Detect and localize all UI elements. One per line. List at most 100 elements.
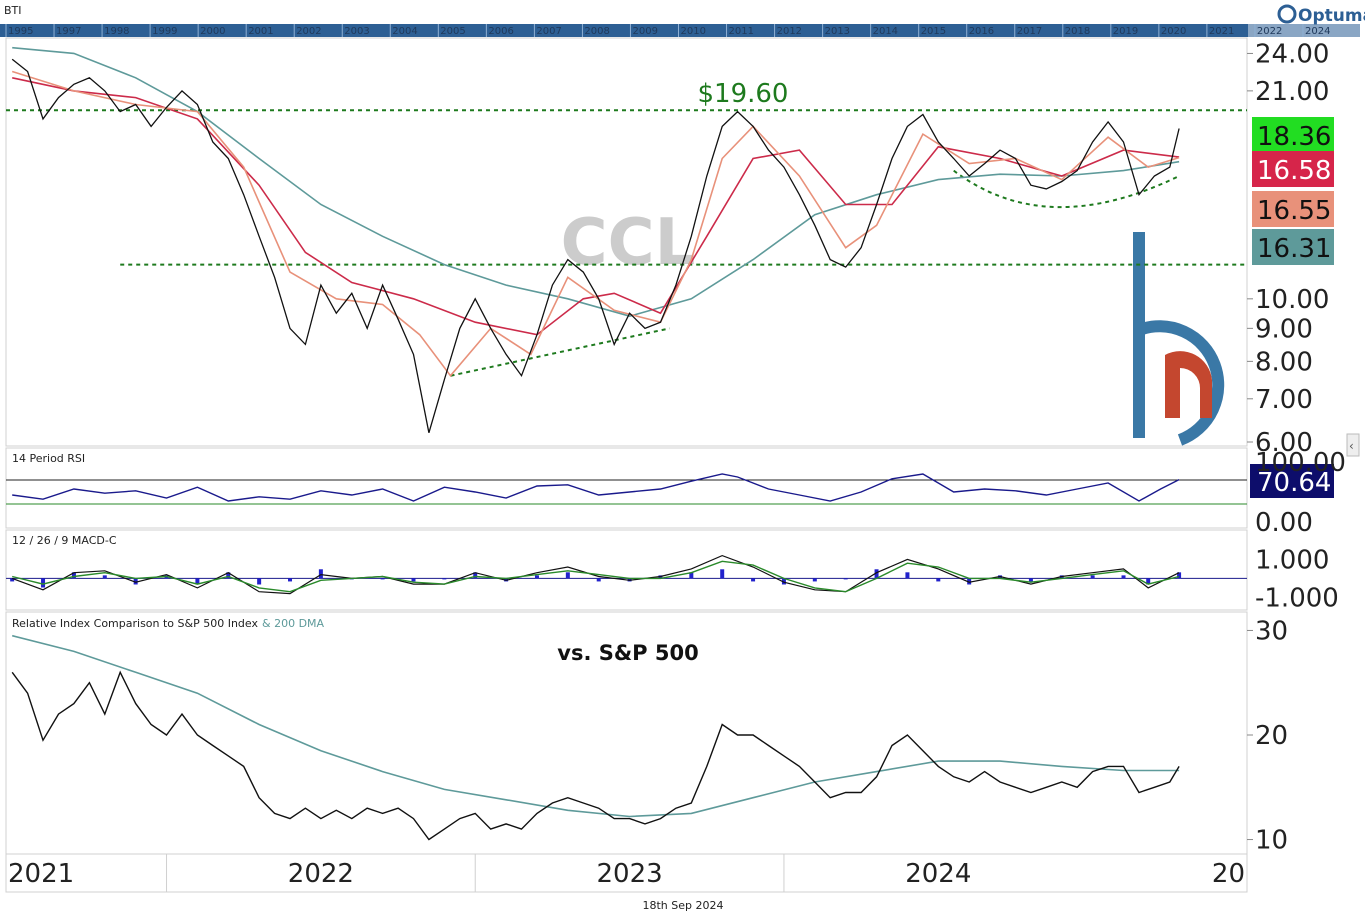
overview-year-label: 1995 bbox=[8, 26, 33, 37]
macd-title: 12 / 26 / 9 MACD-C bbox=[12, 534, 117, 547]
overview-year-label: 2020 bbox=[1161, 26, 1186, 37]
rsi-panel: 70.64 bbox=[6, 464, 1334, 505]
brand-name: Optuma bbox=[1298, 6, 1365, 26]
last-value-label: 18.36 bbox=[1257, 122, 1331, 152]
rsi-y-tick: 0.00 bbox=[1255, 508, 1313, 538]
overview-year-label: 1999 bbox=[152, 26, 177, 37]
macd-histogram-bar bbox=[689, 572, 694, 579]
last-value-label: 16.58 bbox=[1257, 156, 1331, 186]
relative-y-tick: 20 bbox=[1255, 721, 1288, 751]
macd-histogram-bar bbox=[781, 578, 786, 585]
macd-histogram-bar bbox=[967, 578, 972, 585]
overview-navigator-bar[interactable] bbox=[0, 24, 1248, 37]
macd-histogram-bar bbox=[1146, 578, 1151, 585]
publisher-logo-icon bbox=[1133, 232, 1225, 446]
macd-histogram-bar bbox=[1177, 572, 1182, 579]
overview-year-label: 2010 bbox=[681, 26, 706, 37]
macd-histogram-bar bbox=[751, 578, 756, 582]
macd-histogram-bar bbox=[257, 578, 262, 585]
macd-y-tick: 1.000 bbox=[1255, 545, 1329, 575]
panel-frames bbox=[5, 37, 1248, 893]
overview-year-label: 2022 bbox=[1257, 26, 1282, 37]
x-axis-year-label: 2023 bbox=[597, 859, 663, 889]
macd-histogram-bar bbox=[1090, 575, 1095, 579]
optuma-logo-icon bbox=[1277, 4, 1297, 24]
last-value-tag bbox=[1252, 229, 1334, 265]
macd-histogram-bar bbox=[195, 578, 200, 585]
macd-histogram-bar bbox=[133, 578, 138, 585]
macd-histogram-bar bbox=[10, 578, 15, 582]
overview-year-labels: 1995 1997 1998 1999 2000 2001 2002 2003 2004 2005… bbox=[5, 24, 1330, 37]
macd-histogram-bar bbox=[565, 572, 570, 579]
price-y-tick: 10.00 bbox=[1255, 285, 1329, 315]
price-y-tick: 24.00 bbox=[1255, 39, 1329, 69]
macd-histogram-bar bbox=[874, 569, 879, 579]
overview-year-label: 2017 bbox=[1017, 26, 1042, 37]
overview-year-label: 2016 bbox=[969, 26, 994, 37]
x-axis-year-label: 2022 bbox=[288, 859, 354, 889]
macd-histogram-bar bbox=[843, 578, 848, 580]
overview-year-label: 2000 bbox=[200, 26, 225, 37]
chevron-left-icon: ‹ bbox=[1349, 439, 1354, 453]
rsi-y-tick: 100.00 bbox=[1255, 448, 1346, 478]
price-y-tick: 9.00 bbox=[1255, 314, 1313, 344]
relative-panel bbox=[11, 634, 1180, 841]
overview-year-label: 2015 bbox=[921, 26, 946, 37]
overview-year-label: 2007 bbox=[536, 26, 561, 37]
rsi-last-value-label: 70.64 bbox=[1257, 468, 1331, 498]
price-series-ma-slow bbox=[12, 46, 1180, 318]
price-panel-frame bbox=[5, 37, 1248, 447]
macd-histogram-bar bbox=[905, 572, 910, 579]
rising-trendline bbox=[450, 327, 670, 377]
last-value-label: 16.55 bbox=[1257, 196, 1331, 226]
price-y-tick: 21.00 bbox=[1255, 77, 1329, 107]
x-axis-year-label: 2021 bbox=[8, 859, 74, 889]
publisher-logo-stem bbox=[1133, 232, 1145, 438]
price-y-tick: 6.00 bbox=[1255, 428, 1313, 458]
x-axis-frame bbox=[5, 853, 1248, 893]
relative-title: Relative Index Comparison to S&P 500 Ind… bbox=[12, 617, 325, 630]
footer-date: 18th Sep 2024 bbox=[642, 899, 723, 912]
overview-year-label: 2008 bbox=[584, 26, 609, 37]
price-y-tick: 8.00 bbox=[1255, 347, 1313, 377]
price-y-tick: 7.00 bbox=[1255, 385, 1313, 415]
macd-y-tick: -1.000 bbox=[1255, 583, 1339, 613]
macd-panel-frame bbox=[5, 529, 1248, 611]
relative-y-tick: 30 bbox=[1255, 617, 1288, 647]
overview-year-label: 2002 bbox=[296, 26, 321, 37]
rsi-title: 14 Period RSI bbox=[12, 452, 85, 465]
relative-200dma-line bbox=[12, 634, 1180, 818]
last-value-tag bbox=[1252, 117, 1334, 153]
macd-histogram-bar bbox=[596, 578, 601, 582]
rsi-last-value-tag bbox=[1250, 464, 1334, 498]
panel-collapse-handle[interactable] bbox=[1346, 433, 1360, 457]
resistance-label: $19.60 bbox=[698, 79, 789, 109]
overview-year-label: 2019 bbox=[1113, 26, 1138, 37]
overview-year-label: 2012 bbox=[777, 26, 802, 37]
price-panel: $19.60 18.36 16.58 16.55 16.31 bbox=[6, 46, 1334, 433]
macd-histogram-bar bbox=[318, 569, 323, 579]
last-value-tag bbox=[1252, 191, 1334, 227]
relative-title-main: Relative Index Comparison to S&P 500 Ind… bbox=[12, 617, 258, 630]
macd-panel bbox=[6, 554, 1247, 595]
macd-histogram-bar bbox=[411, 578, 416, 582]
overview-year-label: 2021 bbox=[1209, 26, 1234, 37]
x-axis-year-label: 2024 bbox=[905, 859, 971, 889]
overview-year-label: 2024 bbox=[1305, 26, 1330, 37]
rsi-series-line bbox=[12, 473, 1180, 502]
publisher-logo-mark bbox=[1165, 351, 1212, 418]
macd-histogram-bar bbox=[1028, 578, 1033, 582]
macd-histogram-bar bbox=[1121, 575, 1126, 579]
x-axis-year-label: 20 bbox=[1212, 859, 1245, 889]
symbol-label: BTI bbox=[4, 4, 22, 17]
macd-histogram-bar bbox=[442, 578, 447, 580]
rsi-panel-frame bbox=[5, 447, 1248, 529]
macd-histogram-bar bbox=[812, 578, 817, 582]
overview-navigator-tail bbox=[1248, 24, 1360, 37]
macd-histogram-bar bbox=[288, 578, 293, 582]
watermark-text: CCL bbox=[561, 206, 696, 280]
overview-year-label: 2014 bbox=[873, 26, 898, 37]
relative-title-dma: & 200 DMA bbox=[262, 617, 325, 630]
price-series-ma-mid bbox=[12, 77, 1180, 336]
